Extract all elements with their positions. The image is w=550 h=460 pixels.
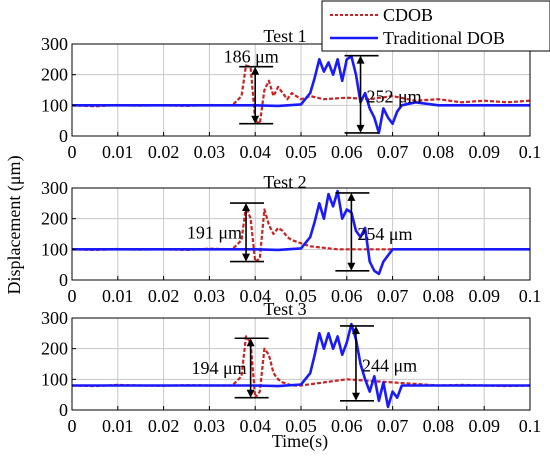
x-tick-label: 0.04 [239,416,271,436]
x-tick-label: 0.05 [285,416,317,436]
amplitude-annotation: 254 μm [335,192,413,272]
x-tick-label: 0.01 [102,286,134,306]
panel-2: 0 0.01 0.02 0.03 0.04 0.05 0.06 0.07 0.08 0.09 0.1… [41,172,541,306]
amplitude-annotation: 191 μm [187,202,265,263]
legend-box [321,0,550,52]
x-tick-label: 0.07 [377,416,409,436]
annotation-arrowhead-up [356,55,365,64]
y-tick-label: 200 [41,339,68,359]
panels: 0 0.01 0.02 0.03 0.04 0.05 0.06 0.07 0.08 0.09 0.1… [41,26,541,436]
amplitude-annotation: 194 μm [191,337,269,399]
annotation-label: 244 μm [362,355,417,375]
legend: CDOB Traditional DOB [321,0,550,52]
y-tick-label: 0 [59,400,68,420]
x-tick-label: 0 [68,416,77,436]
annotation-arrowhead-down [251,115,260,124]
x-tick-label: 0.1 [519,286,542,306]
annotation-arrowhead-down [351,392,360,401]
x-tick-label: 0 [68,286,77,306]
y-tick-label: 300 [41,34,68,54]
y-tick-label: 100 [41,369,68,389]
y-tick-label: 300 [41,308,68,328]
annotation-arrowhead-down [356,124,365,133]
annotation-arrowhead-up [246,338,255,347]
y-tick-label: 0 [59,270,68,290]
annotation-label: 186 μm [224,47,279,67]
annotation-arrowhead-up [347,192,356,201]
x-tick-label: 0.01 [102,142,134,162]
x-tick-label: 0.01 [102,416,134,436]
x-tick-label: 0.09 [468,286,500,306]
x-tick-label: 0 [68,142,77,162]
panel-title: Test 1 [263,26,306,46]
x-tick-label: 0.03 [194,416,226,436]
amplitude-annotation: 252 μm [344,54,422,134]
annotation-label: 252 μm [367,86,422,106]
x-tick-label: 0.02 [148,286,180,306]
y-tick-label: 300 [41,178,68,198]
panel-title: Test 2 [263,172,306,192]
x-tick-label: 0.07 [377,286,409,306]
y-tick-label: 100 [41,95,68,115]
annotation-arrowhead-down [242,253,251,262]
annotation-label: 194 μm [191,358,246,378]
y-axis-label: Displacement (μm) [4,155,25,294]
annotation-arrowhead-up [251,66,260,75]
panel-3: 0 0.01 0.02 0.03 0.04 0.05 0.06 0.07 0.08 0.09 0.1… [41,299,541,436]
x-tick-label: 0.08 [423,286,455,306]
x-tick-label: 0.04 [239,286,271,306]
x-tick-label: 0.06 [331,416,363,436]
x-tick-label: 0.08 [423,142,455,162]
panel-1: 0 0.01 0.02 0.03 0.04 0.05 0.06 0.07 0.08 0.09 0.1… [41,26,541,162]
annotation-arrowhead-down [347,262,356,271]
x-tick-label: 0.02 [148,416,180,436]
x-tick-label: 0.07 [377,142,409,162]
x-tick-label: 0.04 [239,142,271,162]
y-tick-label: 0 [59,126,68,146]
y-tick-label: 100 [41,239,68,259]
legend-label-cdob: CDOB [383,5,433,25]
legend-label-traditional-dob: Traditional DOB [383,28,505,48]
x-tick-label: 0.03 [194,286,226,306]
annotation-arrowhead-down [246,389,255,398]
annotation-arrowhead-up [351,325,360,334]
x-tick-label: 0.1 [519,142,542,162]
x-tick-label: 0.1 [519,416,542,436]
x-tick-label: 0.05 [285,142,317,162]
x-tick-label: 0.02 [148,142,180,162]
x-tick-label: 0.08 [423,416,455,436]
panel-title: Test 3 [263,299,306,319]
series-traditional-dob-line [72,189,530,276]
annotation-label: 254 μm [357,224,412,244]
x-tick-label: 0.03 [194,142,226,162]
x-tick-label: 0.09 [468,416,500,436]
x-axis-label: Time(s) [272,431,328,452]
x-tick-label: 0.05 [285,286,317,306]
y-tick-label: 200 [41,209,68,229]
amplitude-annotation: 186 μm [224,47,279,125]
series-cdob-line [72,64,530,125]
y-tick-label: 200 [41,65,68,85]
annotation-label: 191 μm [187,222,242,242]
annotation-arrowhead-up [242,203,251,212]
x-tick-label: 0.09 [468,142,500,162]
series-traditional-dob-line [72,54,530,135]
amplitude-annotation: 244 μm [339,325,417,402]
x-tick-label: 0.06 [331,142,363,162]
x-tick-label: 0.06 [331,286,363,306]
